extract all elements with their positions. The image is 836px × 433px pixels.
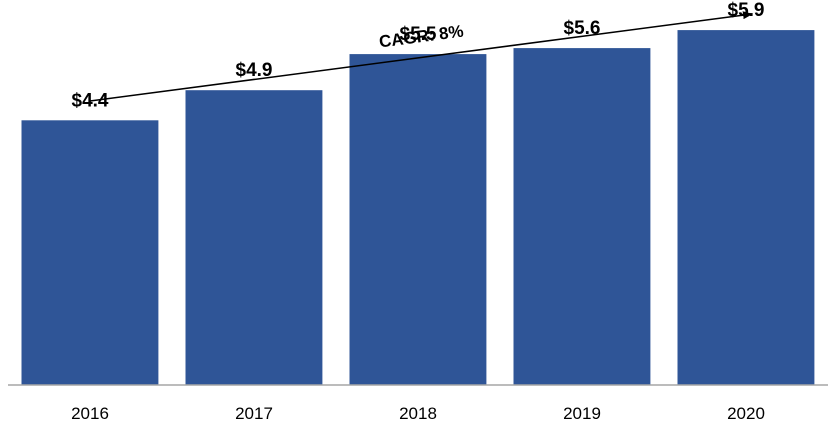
cagr-label: CAGR: 8%	[378, 22, 465, 52]
bar-value-label-2017: $4.9	[236, 60, 273, 81]
bar-2019	[513, 48, 651, 385]
x-tick-label-2017: 2017	[235, 404, 273, 423]
bar-2018	[349, 54, 487, 385]
ticks-layer: 2016 2017 2018 2019 2020	[71, 404, 765, 423]
x-tick-label-2016: 2016	[71, 404, 109, 423]
bar-2016	[21, 120, 159, 386]
bars-layer	[21, 30, 815, 386]
bar-value-label-2020: $5.9	[728, 0, 765, 21]
x-tick-label-2020: 2020	[727, 404, 765, 423]
labels-layer: $4.4$4.9$5.5 $5.6$5.9	[72, 0, 765, 111]
bar-2017	[185, 90, 323, 385]
bar-2020	[677, 30, 815, 385]
bar-value-label-2019: $5.6	[564, 18, 601, 39]
bar-value-label-2018: $5.5	[400, 24, 437, 45]
x-tick-label-2019: 2019	[563, 404, 601, 423]
x-tick-label-2018: 2018	[399, 404, 437, 423]
cagr-arrow	[89, 11, 753, 102]
